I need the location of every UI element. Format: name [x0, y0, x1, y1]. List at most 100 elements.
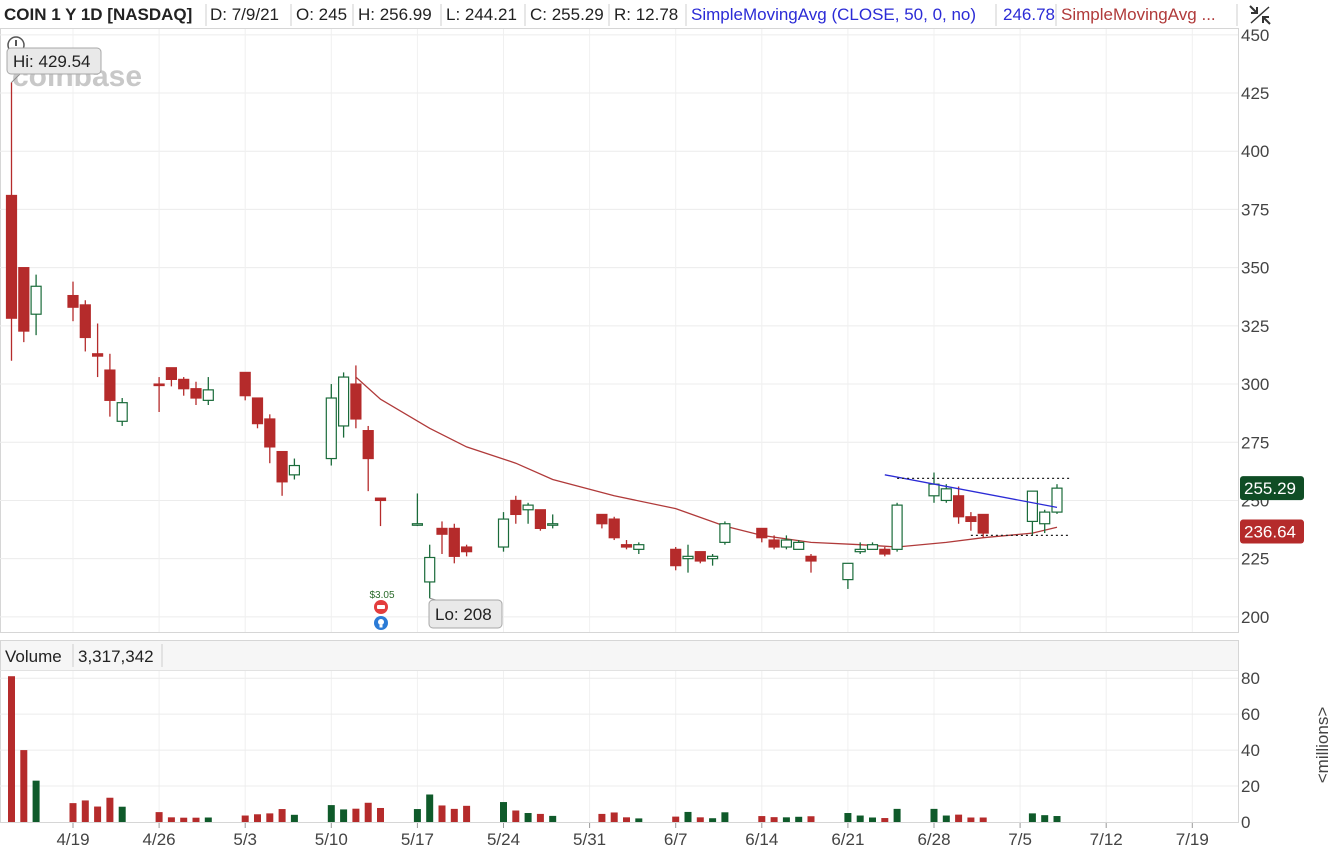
- price-tick-label: 350: [1241, 259, 1269, 278]
- volume-bar: [512, 810, 520, 822]
- volume-bar: [598, 813, 606, 822]
- dividend-marker[interactable]: $3.05: [369, 590, 395, 630]
- candle: [1051, 484, 1063, 514]
- date-tick-label: 4/26: [143, 830, 176, 849]
- date-tick-label: 4/19: [56, 830, 89, 849]
- candle: [879, 547, 891, 557]
- candle: [977, 513, 989, 538]
- collapse-arrows-icon[interactable]: [1247, 3, 1273, 27]
- candle-body: [866, 544, 879, 550]
- price-panel-frame: [0, 28, 1239, 633]
- dividend-label: $3.05: [369, 590, 394, 601]
- symbol-label: COIN 1 Y 1D [NASDAQ]: [4, 5, 192, 24]
- candle-body: [325, 397, 337, 460]
- candle: [756, 527, 768, 543]
- volume-bar: [32, 780, 40, 822]
- volume-bar: [20, 750, 28, 822]
- sma50-path: [884, 474, 1058, 509]
- volume-bar: [500, 802, 507, 822]
- volume-bar: [782, 817, 790, 822]
- candle: [1039, 509, 1051, 534]
- price-tick-label: 225: [1241, 550, 1269, 569]
- candle: [633, 542, 645, 555]
- candle-body: [633, 544, 645, 550]
- volume-unit-label: <millions>: [1313, 707, 1330, 784]
- volume-bar: [549, 815, 557, 822]
- volume-bar: [635, 818, 643, 822]
- candle-body: [608, 518, 620, 539]
- sma2-label: SimpleMovingAvg ...: [1061, 5, 1216, 24]
- candle-body: [977, 513, 989, 534]
- volume-bar: [377, 807, 384, 822]
- volume-bar: [524, 813, 532, 822]
- range-label: R: 12.78: [614, 5, 678, 24]
- info-bulb-icon[interactable]: [374, 616, 388, 630]
- date-tick-label: 5/24: [487, 830, 520, 849]
- volume-bar: [795, 816, 803, 822]
- volume-axis: 0 20 40 60 80: [1241, 669, 1260, 832]
- volume-bar: [1028, 813, 1036, 822]
- candle-body: [239, 371, 251, 397]
- volume-tick-label: 0: [1241, 813, 1250, 832]
- candle: [251, 397, 264, 429]
- candle-body: [374, 497, 387, 502]
- earnings-icon[interactable]: [374, 600, 388, 614]
- candle: [116, 398, 128, 426]
- volume-bar: [1041, 815, 1049, 822]
- candle: [854, 542, 866, 555]
- volume-bar: [94, 806, 102, 822]
- price-tick-label: 375: [1241, 200, 1269, 219]
- candle-body: [264, 418, 276, 448]
- volume-bar: [684, 811, 692, 822]
- date-tick-label: 7/12: [1090, 830, 1123, 849]
- price-panel[interactable]: coinbase 2002252502753003253503754004254…: [0, 26, 1304, 633]
- sma2-path: [355, 376, 1058, 548]
- candle: [264, 414, 276, 464]
- candle: [793, 540, 805, 550]
- candle-body: [682, 555, 694, 560]
- volume-bar: [536, 813, 544, 822]
- volume-panel-frame: [0, 640, 1239, 823]
- candle: [670, 547, 682, 571]
- lo-label: Lo: 208: [435, 605, 492, 624]
- volume-bar: [450, 808, 458, 822]
- hi-callout: Hi: 429.54: [6, 47, 102, 83]
- candle-body: [67, 294, 79, 308]
- volume-bar: [327, 805, 335, 822]
- candle-body: [276, 450, 288, 483]
- candle-body: [5, 194, 18, 319]
- candle-body: [793, 541, 805, 550]
- candle-body: [350, 383, 362, 420]
- candle: [362, 425, 374, 492]
- volume-bar: [204, 817, 212, 822]
- candle: [325, 384, 337, 466]
- open-label: O: 245: [296, 5, 347, 24]
- last-price-tag: 255.29: [1240, 476, 1304, 501]
- volume-bar: [167, 817, 175, 822]
- price-grid: [0, 29, 1238, 632]
- candle: [866, 542, 879, 550]
- candle-body: [891, 504, 903, 550]
- candle-body: [928, 483, 940, 497]
- price-tick-label: 425: [1241, 84, 1269, 103]
- volume-bar: [758, 816, 766, 822]
- candle-body: [768, 539, 780, 548]
- candle: [534, 509, 547, 531]
- volume-bar: [979, 817, 987, 822]
- volume-bar: [352, 808, 360, 822]
- candle-body: [805, 555, 817, 562]
- price-tick-label: 300: [1241, 375, 1269, 394]
- volume-bar: [266, 813, 274, 822]
- date-tick-label: 5/3: [233, 830, 257, 849]
- candle: [928, 472, 940, 503]
- volume-tick-label: 80: [1241, 669, 1260, 688]
- date-tick-label: 6/21: [831, 830, 864, 849]
- volume-panel[interactable]: Volume 3,317,342 0 20 40 60 80 <millions>: [0, 640, 1330, 833]
- candle: [497, 512, 510, 552]
- candle: [202, 377, 214, 406]
- volume-bar: [192, 817, 200, 822]
- volume-bar: [893, 808, 901, 822]
- candle: [104, 353, 116, 417]
